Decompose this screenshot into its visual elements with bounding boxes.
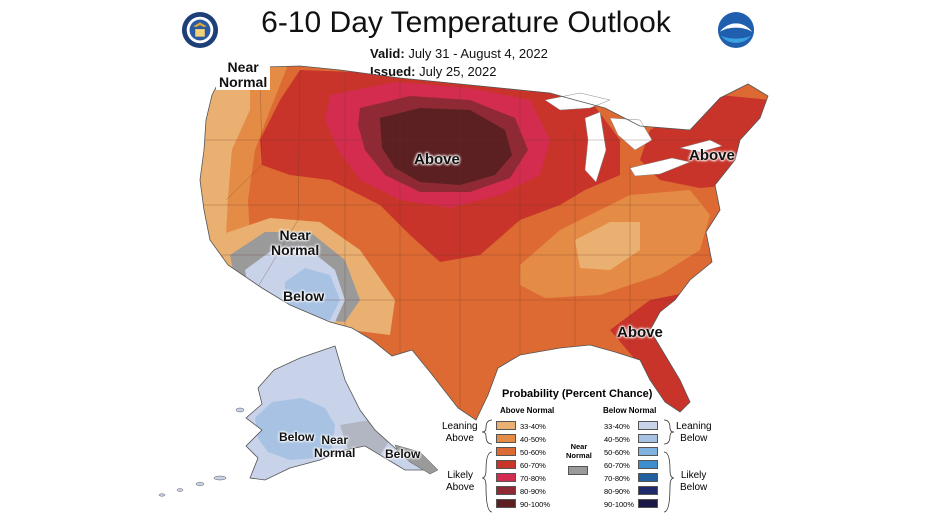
label-above-southeast: Above xyxy=(617,324,663,341)
above-swatch xyxy=(496,421,516,430)
doc-seal-icon xyxy=(181,11,219,49)
issued-line: Issued: July 25, 2022 xyxy=(370,64,496,79)
label-below-alaska-se: Below xyxy=(385,447,421,461)
above-range-label: 90-100% xyxy=(520,500,551,509)
below-swatch xyxy=(638,460,658,469)
below-swatch xyxy=(638,421,658,430)
above-range-label: 70-80% xyxy=(520,474,546,483)
aleutian-islands xyxy=(158,407,245,497)
svg-text:NOAA: NOAA xyxy=(726,28,746,35)
legend-title: Probability (Percent Chance) xyxy=(502,388,653,400)
alaska-outline xyxy=(245,345,427,481)
above-swatch xyxy=(496,447,516,456)
label-above-northeast: Above xyxy=(689,147,735,164)
above-range-label: 60-70% xyxy=(520,461,546,470)
legend-leaning-above: Leaning Above xyxy=(442,421,478,444)
legend-likely-above: Likely Above xyxy=(446,470,475,493)
below-swatch xyxy=(638,499,658,508)
issued-value: July 25, 2022 xyxy=(419,64,497,79)
label-near-normal-alaska: Near Normal xyxy=(314,433,356,460)
above-swatch xyxy=(496,434,516,443)
label-below-alaska: Below xyxy=(279,430,315,444)
conus-outline xyxy=(199,65,769,421)
below-swatch xyxy=(638,447,658,456)
ak-panhandle xyxy=(394,444,439,475)
label-near-normal-nw: Near Normal xyxy=(216,60,271,90)
legend-leaning-below: Leaning Below xyxy=(676,421,712,444)
valid-label: Valid: xyxy=(370,46,405,61)
legend-near-normal-label: Near Normal xyxy=(566,442,592,460)
below-swatch xyxy=(638,486,658,495)
state-borders xyxy=(200,66,768,410)
above-range-label: 80-90% xyxy=(520,487,546,496)
legend-below-header: Below Normal xyxy=(603,406,657,415)
below-swatch xyxy=(638,473,658,482)
below-range-label: 70-80% xyxy=(604,474,630,483)
valid-value: July 31 - August 4, 2022 xyxy=(408,46,548,61)
above-range-label: 33-40% xyxy=(520,422,546,431)
legend-above-header: Above Normal xyxy=(500,406,555,415)
above-range-label: 40-50% xyxy=(520,435,546,444)
above-swatch xyxy=(496,486,516,495)
above-swatch xyxy=(496,499,516,508)
label-below-sw: Below xyxy=(283,288,325,304)
legend-likely-below: Likely Below xyxy=(680,470,708,493)
below-range-label: 40-50% xyxy=(604,435,630,444)
legend-near-normal-swatch xyxy=(568,466,588,475)
below-range-label: 60-70% xyxy=(604,461,630,470)
above-swatch xyxy=(496,473,516,482)
above-swatch xyxy=(496,460,516,469)
noaa-logo-icon: NOAA xyxy=(717,11,755,49)
valid-line: Valid: July 31 - August 4, 2022 xyxy=(370,46,548,61)
page-title: 6-10 Day Temperature Outlook xyxy=(261,6,671,39)
below-range-label: 90-100% xyxy=(604,500,635,509)
label-near-normal-sw: Near Normal xyxy=(271,227,320,258)
above-range-label: 50-60% xyxy=(520,448,546,457)
below-range-label: 33-40% xyxy=(604,422,630,431)
label-above-central: Above xyxy=(414,151,460,168)
below-range-label: 50-60% xyxy=(604,448,630,457)
below-range-label: 80-90% xyxy=(604,487,630,496)
below-swatch xyxy=(638,434,658,443)
